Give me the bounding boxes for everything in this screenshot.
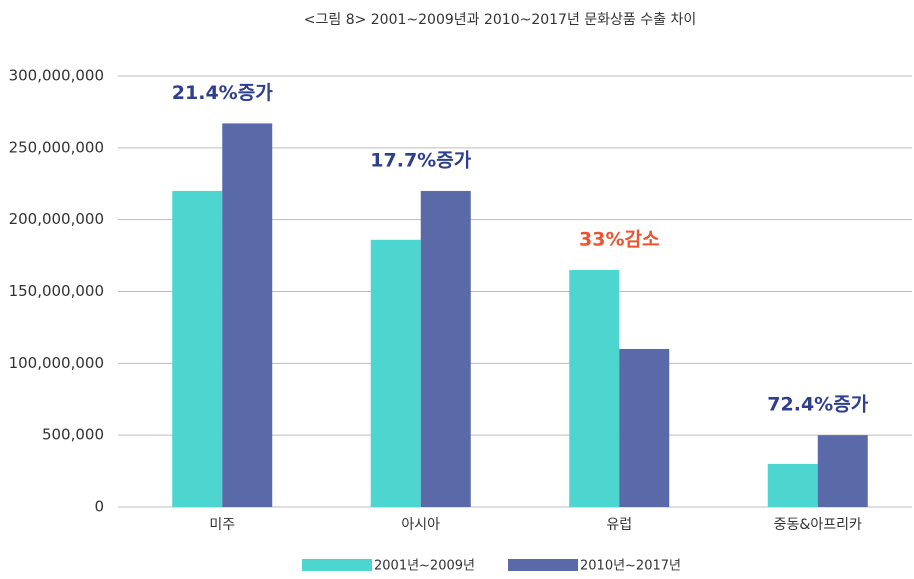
annotation: 33%감소 xyxy=(579,228,659,250)
y-tick-label: 300,000,000 xyxy=(9,67,104,85)
bar xyxy=(569,269,620,507)
bar xyxy=(172,190,223,507)
y-tick-label: 500,000 xyxy=(42,426,104,444)
x-tick-label: 아시아 xyxy=(401,517,440,533)
bar xyxy=(222,123,273,507)
x-tick-label: 미주 xyxy=(209,517,235,533)
legend-label: 2001년~2009년 xyxy=(374,559,475,574)
x-tick-label: 유럽 xyxy=(606,517,632,533)
annotation: 21.4%증가 xyxy=(172,82,273,104)
y-tick-label: 250,000,000 xyxy=(9,138,104,156)
bar xyxy=(420,190,471,507)
annotation: 17.7%증가 xyxy=(370,149,471,171)
y-tick-label: 100,000,000 xyxy=(9,354,104,372)
bar xyxy=(817,435,868,507)
legend-swatch xyxy=(302,559,372,571)
y-tick-label: 150,000,000 xyxy=(9,282,104,300)
legend-swatch xyxy=(508,559,578,571)
y-tick-label: 0 xyxy=(94,498,104,516)
bar xyxy=(370,239,421,507)
y-tick-label: 200,000,000 xyxy=(9,210,104,228)
bar xyxy=(619,348,670,507)
x-tick-label: 중동&아프리카 xyxy=(774,517,862,533)
legend-label: 2010년~2017년 xyxy=(580,559,681,574)
annotation: 72.4%증가 xyxy=(767,394,868,416)
bar xyxy=(767,463,818,507)
chart-title: <그림 8> 2001~2009년과 2010~2017년 문화상품 수출 차이 xyxy=(304,12,697,28)
